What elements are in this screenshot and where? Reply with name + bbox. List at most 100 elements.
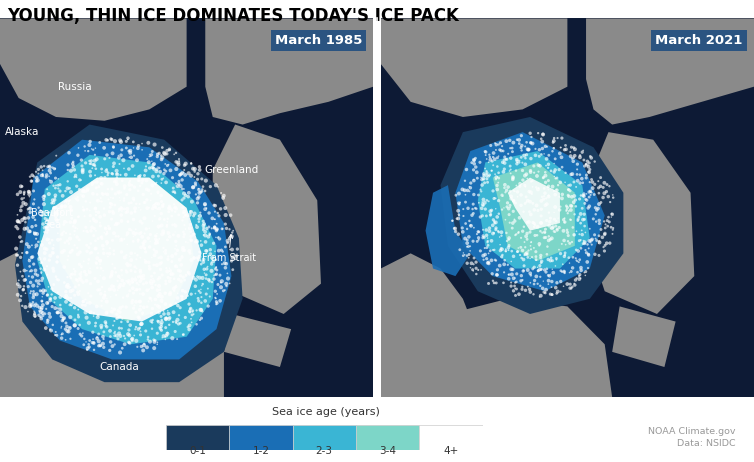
Point (158, 166, 170, 173)
Point (517, 256, 529, 263)
Point (189, 283, 201, 290)
Point (171, 294, 183, 302)
Point (139, 172, 151, 179)
Point (214, 272, 226, 279)
Point (508, 197, 520, 204)
Point (481, 155, 493, 163)
Point (64, 219, 76, 226)
Point (601, 239, 613, 247)
Point (595, 226, 607, 233)
Point (468, 255, 480, 262)
Point (507, 197, 520, 204)
Point (557, 227, 569, 235)
Point (50, 174, 62, 182)
Point (578, 192, 590, 199)
Point (468, 224, 480, 231)
Point (471, 237, 483, 245)
Point (490, 257, 502, 264)
Point (41, 299, 54, 307)
Point (46, 303, 58, 310)
Point (29, 216, 41, 224)
Point (592, 205, 604, 212)
Point (512, 159, 524, 166)
Point (126, 278, 138, 286)
Point (170, 149, 182, 157)
Point (124, 186, 136, 194)
Point (599, 224, 611, 231)
Point (530, 273, 542, 280)
Point (62, 294, 74, 302)
Point (213, 235, 225, 243)
Point (185, 233, 197, 240)
Point (226, 229, 238, 236)
Point (42, 209, 54, 217)
Point (599, 247, 611, 255)
Point (72, 306, 84, 313)
Point (91, 178, 103, 186)
Point (216, 225, 228, 232)
Point (135, 243, 147, 251)
Point (188, 310, 200, 318)
Point (575, 264, 587, 271)
Point (156, 293, 168, 300)
Point (116, 271, 128, 279)
Point (48, 241, 60, 249)
Point (177, 331, 189, 338)
Point (146, 280, 158, 287)
Point (201, 265, 213, 273)
Point (149, 281, 161, 289)
Point (170, 180, 182, 187)
Point (490, 174, 502, 181)
Point (135, 272, 147, 280)
Point (211, 225, 223, 233)
Point (154, 260, 166, 267)
Point (472, 228, 484, 235)
Point (114, 349, 126, 356)
Point (150, 236, 162, 243)
Point (17, 286, 29, 293)
Point (109, 138, 121, 145)
Point (154, 168, 166, 176)
Point (28, 301, 40, 308)
Point (507, 187, 520, 195)
Point (120, 277, 132, 285)
Point (583, 251, 595, 259)
Point (166, 252, 178, 260)
Point (464, 222, 477, 229)
Point (581, 171, 593, 179)
Point (158, 149, 170, 157)
Point (92, 249, 104, 257)
Point (44, 176, 56, 184)
Point (590, 237, 602, 244)
Point (115, 171, 127, 179)
Point (463, 251, 475, 258)
Point (574, 152, 586, 159)
Point (536, 138, 548, 146)
Point (111, 332, 123, 339)
Polygon shape (411, 299, 612, 397)
Point (516, 276, 529, 284)
Point (114, 206, 126, 213)
Point (578, 156, 590, 164)
Point (203, 209, 215, 217)
Point (553, 150, 566, 157)
Point (137, 346, 149, 354)
Point (173, 267, 185, 274)
Point (599, 179, 611, 187)
Point (566, 238, 578, 246)
Point (115, 211, 127, 219)
Point (507, 207, 520, 215)
Point (116, 177, 128, 184)
Point (481, 169, 493, 176)
Point (93, 286, 106, 293)
Point (535, 227, 547, 235)
Point (188, 212, 200, 219)
Point (89, 162, 101, 170)
Point (464, 247, 476, 255)
Point (127, 229, 139, 237)
Point (84, 268, 96, 276)
Point (535, 219, 547, 227)
Point (503, 275, 515, 282)
Point (130, 286, 143, 293)
Point (520, 243, 532, 251)
